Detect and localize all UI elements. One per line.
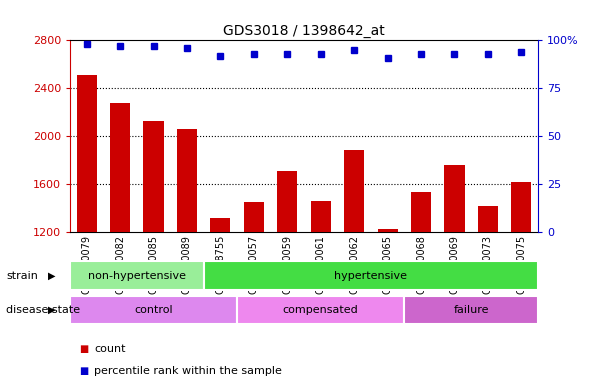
Text: strain: strain <box>6 270 38 281</box>
Bar <box>277 171 297 232</box>
Bar <box>404 296 538 324</box>
Text: compensated: compensated <box>283 305 359 315</box>
Text: non-hypertensive: non-hypertensive <box>88 270 186 281</box>
Bar <box>378 229 398 232</box>
Text: hypertensive: hypertensive <box>334 270 407 281</box>
Text: control: control <box>134 305 173 315</box>
Bar <box>210 218 230 232</box>
Bar <box>237 296 404 324</box>
Bar <box>204 261 538 290</box>
Text: disease state: disease state <box>6 305 80 315</box>
Text: count: count <box>94 344 126 354</box>
Text: ▶: ▶ <box>48 305 55 315</box>
Text: ▶: ▶ <box>48 270 55 281</box>
Bar <box>143 121 164 232</box>
Bar <box>344 149 364 232</box>
Bar <box>311 201 331 232</box>
Bar <box>70 261 204 290</box>
Text: ■: ■ <box>79 366 88 376</box>
Title: GDS3018 / 1398642_at: GDS3018 / 1398642_at <box>223 24 385 38</box>
Bar <box>110 103 130 232</box>
Text: failure: failure <box>454 305 489 315</box>
Text: ■: ■ <box>79 344 88 354</box>
Bar <box>244 202 264 232</box>
Bar <box>70 296 237 324</box>
Bar <box>177 129 197 232</box>
Bar <box>511 182 531 232</box>
Bar <box>411 192 431 232</box>
Text: percentile rank within the sample: percentile rank within the sample <box>94 366 282 376</box>
Bar <box>77 75 97 232</box>
Bar <box>444 165 465 232</box>
Bar <box>478 206 498 232</box>
